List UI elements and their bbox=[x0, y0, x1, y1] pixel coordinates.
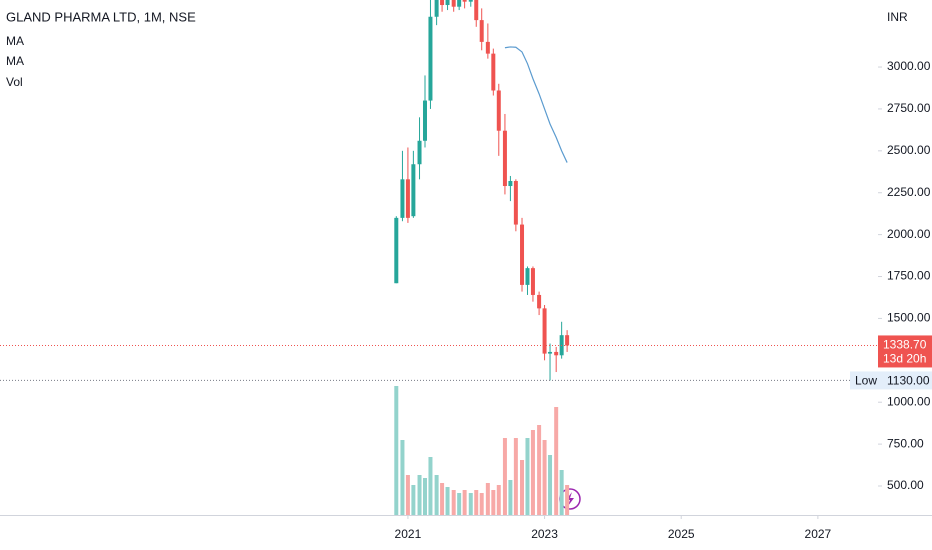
candle-body bbox=[491, 53, 496, 91]
candle-body bbox=[513, 180, 518, 225]
candle-body bbox=[537, 294, 542, 309]
volume-bar bbox=[485, 483, 490, 515]
volume-bar bbox=[451, 490, 456, 515]
candle-body bbox=[474, 0, 479, 21]
volume-bar bbox=[422, 478, 427, 515]
candle-body bbox=[428, 16, 433, 101]
candle-body bbox=[520, 224, 525, 285]
ma-line bbox=[504, 46, 568, 163]
candle-body bbox=[468, 0, 473, 2]
x-tick-label: 2021 bbox=[395, 527, 422, 541]
volume-bar bbox=[491, 490, 496, 515]
volume-bar bbox=[520, 460, 525, 515]
candle-body bbox=[542, 308, 547, 354]
chart-title: GLAND PHARMA LTD, 1M, NSE bbox=[6, 9, 196, 24]
volume-bar bbox=[513, 438, 518, 515]
y-tick-label: 2250.00 bbox=[887, 185, 931, 199]
volume-bar bbox=[434, 475, 439, 515]
indicator-label[interactable]: MA bbox=[6, 34, 24, 48]
y-tick-label: 2750.00 bbox=[887, 101, 931, 115]
plot-area bbox=[394, 0, 570, 515]
volume-bar bbox=[530, 430, 535, 515]
y-tick-label: 3000.00 bbox=[887, 59, 931, 73]
y-tick-label: 1000.00 bbox=[887, 394, 931, 408]
volume-bar bbox=[548, 455, 553, 515]
last-price-label: 1338.70 bbox=[883, 338, 927, 352]
volume-bar bbox=[445, 487, 450, 515]
volume-bar bbox=[559, 470, 564, 515]
x-tick-label: 2025 bbox=[668, 527, 695, 541]
volume-bar bbox=[394, 386, 399, 515]
candle-body bbox=[400, 179, 405, 218]
candle-body bbox=[434, 0, 439, 17]
candle-body bbox=[445, 0, 450, 6]
candle-body bbox=[405, 179, 410, 218]
x-tick-label: 2027 bbox=[805, 527, 832, 541]
volume-bar bbox=[508, 480, 513, 515]
volume-bar bbox=[468, 493, 473, 515]
candle-body bbox=[525, 268, 530, 285]
candle-body bbox=[554, 351, 559, 356]
indicator-label[interactable]: Vol bbox=[6, 75, 23, 89]
volume-bar bbox=[565, 485, 570, 515]
volume-bar bbox=[400, 440, 405, 515]
candle-body bbox=[394, 217, 399, 284]
low-value-box bbox=[878, 371, 932, 390]
x-tick-label: 2023 bbox=[531, 527, 558, 541]
y-tick-label: 500.00 bbox=[887, 478, 924, 492]
volume-bar bbox=[474, 490, 479, 515]
candle-body bbox=[451, 0, 456, 7]
last-price-box bbox=[878, 335, 932, 368]
low-name-box bbox=[850, 371, 878, 390]
volume-bar bbox=[479, 493, 484, 515]
volume-bar bbox=[405, 475, 410, 515]
currency-label: INR bbox=[887, 10, 908, 24]
candle-body bbox=[496, 90, 501, 131]
y-tick-label: 2000.00 bbox=[887, 227, 931, 241]
countdown-label: 13d 20h bbox=[883, 352, 926, 366]
candle-body bbox=[417, 140, 422, 165]
marker-icon[interactable] bbox=[559, 488, 581, 510]
candle-body bbox=[462, 0, 467, 2]
volume-bar bbox=[457, 493, 462, 515]
volume-bar bbox=[525, 438, 530, 515]
candle-body bbox=[479, 20, 484, 42]
candle-body bbox=[530, 268, 535, 295]
candle-body bbox=[565, 335, 570, 346]
volume-bar bbox=[542, 440, 547, 515]
candle-body bbox=[502, 130, 507, 187]
candle-body bbox=[548, 351, 553, 354]
y-tick-label: 1750.00 bbox=[887, 269, 931, 283]
volume-bar bbox=[411, 485, 416, 515]
low-value-label: 1130.00 bbox=[887, 374, 930, 388]
low-name: Low bbox=[855, 374, 877, 388]
candle-body bbox=[508, 180, 513, 187]
y-tick-label: 750.00 bbox=[887, 436, 924, 450]
candle-body bbox=[411, 164, 416, 217]
volume-bar bbox=[462, 490, 467, 515]
candle-body bbox=[440, 0, 445, 6]
indicator-label[interactable]: MA bbox=[6, 54, 24, 68]
y-tick-label: 2500.00 bbox=[887, 143, 931, 157]
volume-bar bbox=[440, 483, 445, 515]
volume-bar bbox=[428, 457, 433, 515]
volume-bar bbox=[496, 485, 501, 515]
candle-body bbox=[485, 41, 490, 54]
volume-bar bbox=[554, 407, 559, 515]
y-tick-label: 1500.00 bbox=[887, 311, 931, 325]
volume-bar bbox=[502, 438, 507, 515]
candle-body bbox=[422, 100, 427, 141]
volume-bar bbox=[417, 475, 422, 515]
volume-bar bbox=[537, 425, 542, 515]
candle-body bbox=[457, 0, 462, 7]
